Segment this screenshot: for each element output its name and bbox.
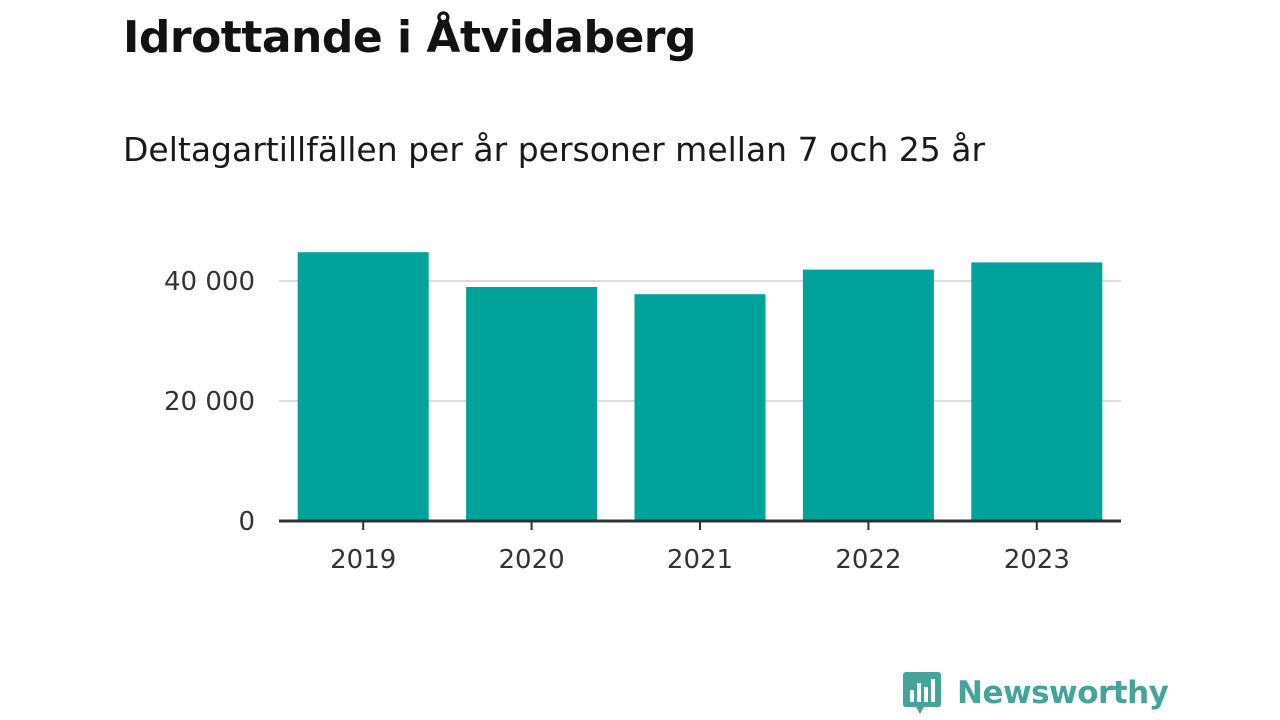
x-tick-label: 2019 xyxy=(330,545,396,575)
x-tick-label: 2021 xyxy=(667,545,733,575)
x-tick-label: 2020 xyxy=(499,545,565,575)
bar-chart-speech-bubble-icon xyxy=(903,672,941,714)
bar-2020 xyxy=(466,287,598,521)
bars xyxy=(297,252,1103,521)
y-tick-label: 0 xyxy=(238,507,255,537)
chart-subtitle: Deltagartillfällen per år personer mella… xyxy=(123,130,986,169)
brand-name: Newsworthy xyxy=(957,675,1169,711)
y-tick-label: 20 000 xyxy=(164,387,255,417)
y-axis-tick-labels: 0 20 000 40 000 xyxy=(164,267,255,537)
x-tick-label: 2022 xyxy=(835,545,901,575)
x-axis-tick-labels: 2019 2020 2021 2022 2023 xyxy=(330,545,1070,575)
x-axis xyxy=(279,519,1121,530)
bar-2023 xyxy=(971,262,1103,521)
bar-2021 xyxy=(634,294,766,521)
x-tick-label: 2023 xyxy=(1004,545,1070,575)
chart-title: Idrottande i Åtvidaberg xyxy=(123,12,697,63)
y-tick-label: 40 000 xyxy=(164,267,255,297)
bar-2022 xyxy=(802,269,934,521)
bar-2019 xyxy=(297,252,429,521)
newsworthy-logo: Newsworthy xyxy=(902,670,1169,716)
